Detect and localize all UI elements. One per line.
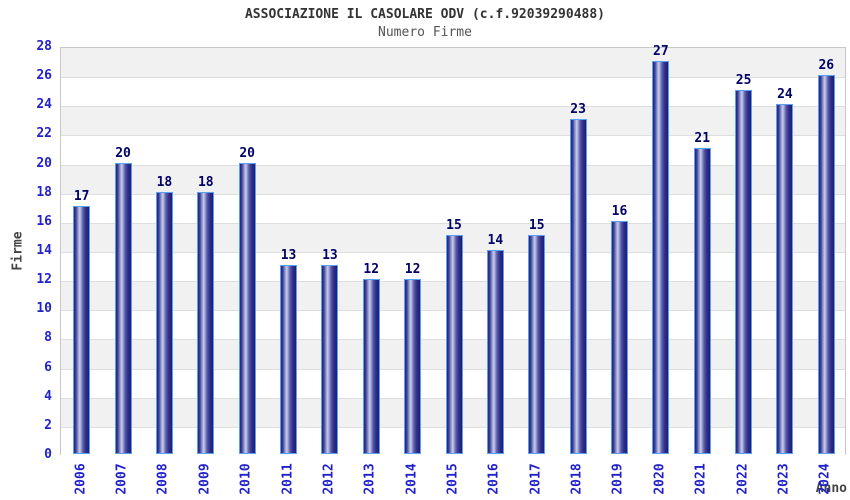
bar-value-label: 21	[694, 131, 711, 146]
bar-2015	[445, 235, 463, 454]
bar-value-label: 18	[197, 174, 214, 190]
x-tick-label: 2023	[776, 463, 792, 495]
x-tick-label: 2019	[610, 463, 626, 495]
bar-value-label: 15	[528, 218, 545, 234]
x-tick-label: 2006	[73, 463, 89, 495]
gridline	[61, 193, 845, 195]
x-tick-label: 2024	[817, 463, 833, 495]
y-tick-label: 16	[36, 213, 52, 229]
bar-2022	[735, 89, 753, 454]
y-tick-label: 10	[36, 301, 52, 317]
x-tick-label: 2012	[321, 463, 337, 495]
x-tick-label: 2018	[569, 463, 585, 495]
y-tick-label: 14	[36, 243, 52, 258]
x-axis-title: Anno	[815, 481, 847, 496]
x-tick-label: 2007	[114, 463, 130, 495]
plot-band	[61, 106, 845, 136]
plot-band	[61, 135, 845, 165]
x-tick-label: 2015	[445, 463, 461, 495]
y-tick-label: 6	[44, 359, 52, 375]
bar-value-label: 13	[280, 247, 297, 263]
y-tick-label: 12	[36, 272, 52, 288]
bar-value-label: 26	[818, 58, 835, 74]
bar-value-label: 12	[404, 262, 421, 278]
x-tick-label: 2013	[362, 463, 378, 495]
x-tick-label: 2016	[486, 463, 502, 495]
bar-value-label: 17	[73, 189, 90, 205]
plot-band	[61, 164, 845, 194]
bar-2018	[569, 118, 587, 454]
gridline	[61, 164, 845, 166]
y-tick-label: 18	[36, 184, 52, 200]
gridline	[61, 135, 845, 137]
gridline	[61, 106, 845, 108]
y-tick-label: 22	[36, 126, 52, 142]
bar-2009	[197, 191, 215, 454]
bar-value-label: 13	[322, 247, 338, 263]
y-tick-label: 4	[44, 388, 52, 404]
bar-value-label: 27	[653, 43, 669, 59]
x-tick-label: 2022	[735, 463, 751, 495]
bar-value-label: 15	[446, 218, 462, 234]
chart-subtitle: Numero Firme	[378, 25, 472, 40]
y-tick-label: 0	[44, 447, 52, 462]
bar-2023	[776, 104, 794, 454]
y-tick-label: 24	[36, 97, 52, 113]
y-tick-label: 28	[36, 39, 52, 54]
bar-2012	[321, 264, 339, 454]
bar-2024	[817, 75, 835, 454]
bar-value-label: 16	[611, 203, 628, 219]
bar-value-label: 14	[487, 233, 504, 248]
x-tick-label: 2020	[652, 463, 668, 495]
bar-2017	[528, 235, 546, 454]
y-tick-label: 20	[36, 155, 52, 171]
x-tick-label: 2011	[280, 463, 296, 495]
x-tick-label: 2014	[404, 463, 420, 495]
bar-2011	[280, 264, 298, 454]
x-tick-label: 2008	[155, 463, 171, 495]
plot-area: 17 20 18 18 20 13 13 12 12 15 14 15 23 16 27 21 25 24 26	[60, 43, 846, 456]
x-tick-label: 2017	[528, 463, 544, 495]
bar-2014	[404, 279, 422, 454]
bar-2008	[155, 191, 173, 454]
x-tick-label: 2009	[197, 463, 213, 495]
bar-value-label: 23	[570, 101, 586, 117]
x-tick-label: 2021	[693, 463, 709, 495]
bar-value-label: 24	[777, 87, 793, 103]
bar-2010	[238, 162, 256, 454]
bar-value-label: 12	[363, 262, 380, 278]
y-tick-label: 8	[44, 330, 52, 346]
bar-value-label: 20	[239, 145, 255, 161]
bar-2016	[486, 250, 504, 454]
y-tick-label: 26	[36, 68, 52, 84]
gridline	[61, 77, 845, 79]
x-tick-label: 2010	[238, 463, 254, 495]
bar-2020	[652, 60, 670, 454]
bar-2019	[610, 220, 628, 454]
bar-2021	[693, 148, 711, 454]
plot-band	[61, 77, 845, 107]
y-tick-label: 2	[44, 417, 52, 433]
bar-value-label: 18	[156, 174, 173, 190]
bar-value-label: 20	[115, 145, 131, 161]
bar-value-label: 25	[735, 72, 752, 88]
plot-band	[61, 48, 845, 78]
bar-2006	[73, 206, 91, 454]
bar-2007	[114, 162, 132, 454]
bar-2013	[362, 279, 380, 454]
chart-title: ASSOCIAZIONE IL CASOLARE ODV (c.f.920392…	[244, 7, 606, 22]
